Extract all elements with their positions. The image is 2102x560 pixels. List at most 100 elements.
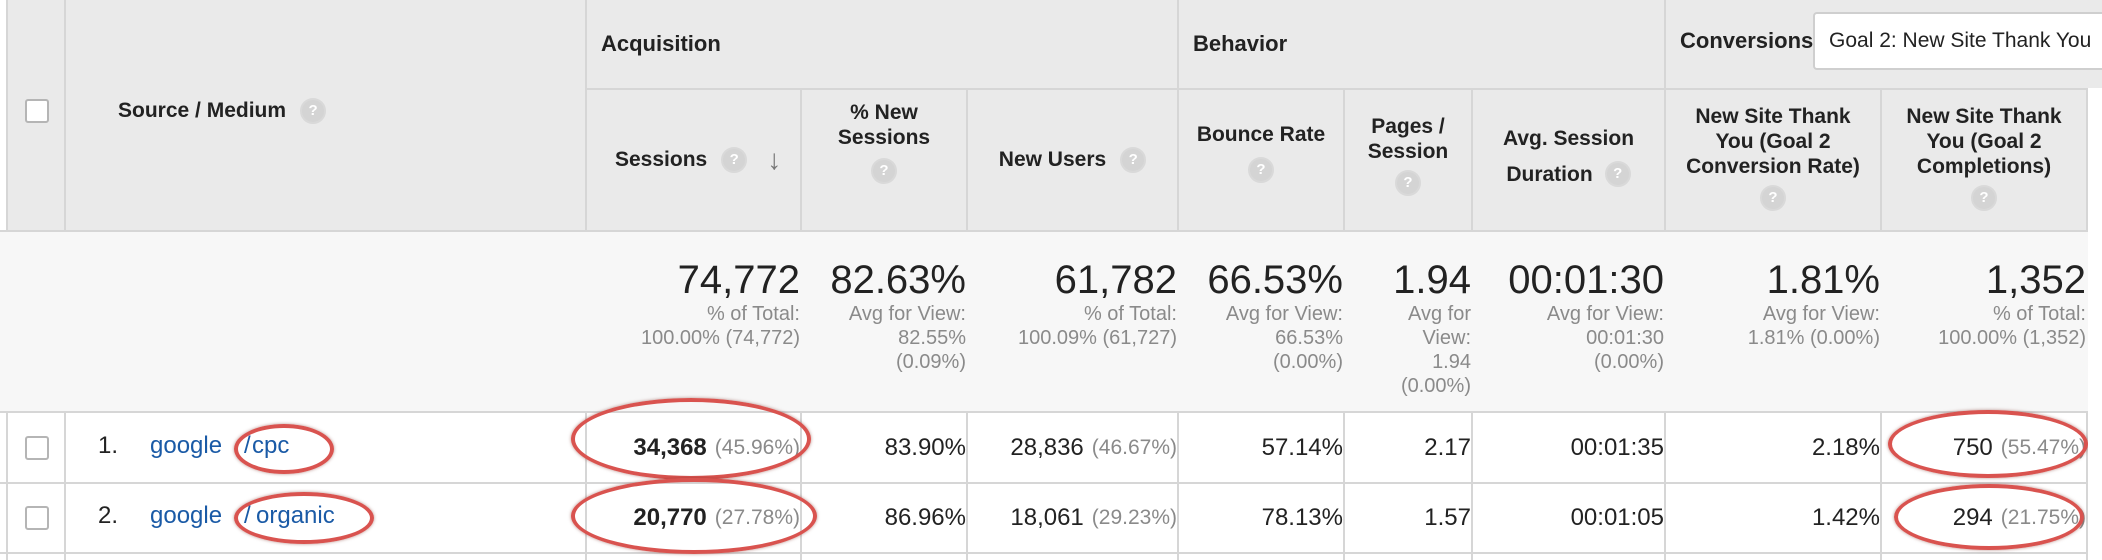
divider — [0, 482, 2102, 484]
total-caption: (0.00%) — [1593, 351, 1664, 373]
totals-row — [0, 232, 2102, 411]
total-caption: 1.94 — [1432, 351, 1471, 373]
conversion-rate-header-label: New Site Thank You (Goal 2 Conversion Ra… — [1686, 105, 1860, 178]
help-icon[interactable]: ? — [721, 147, 748, 173]
total-value: 1.81% — [1766, 258, 1880, 302]
right-edge — [2088, 88, 2102, 560]
new-sessions-header-label: % New Sessions — [837, 101, 931, 149]
new-users-cell: 18,061 (29.23%) — [968, 484, 1195, 552]
sessions-cell: 34,368 (45.96%) — [587, 413, 818, 482]
select-all-checkbox[interactable] — [25, 99, 49, 123]
bounce-rate-value: 57.14% — [1261, 433, 1343, 461]
bounce-rate-column-header[interactable]: Bounce Rate ? — [1179, 122, 1343, 183]
help-icon[interactable]: ? — [1604, 161, 1631, 187]
sessions-percent: (27.78%) — [714, 506, 800, 529]
completions-cell: 750 (55.47%) — [1882, 413, 2102, 482]
help-icon[interactable]: ? — [1120, 147, 1147, 173]
row-checkbox[interactable] — [25, 506, 49, 530]
total-value: 1,352 — [1985, 258, 2086, 302]
total-caption: 100.09% (61,727) — [1017, 327, 1177, 349]
total-caption: 100.00% (74,772) — [640, 327, 800, 349]
avg-session-duration-column-header[interactable]: Avg. Session Duration ? — [1473, 126, 1664, 187]
total-caption: Avg for View: — [1225, 303, 1343, 325]
sessions-value: 34,368 — [633, 433, 707, 461]
bounce-rate-header-label: Bounce Rate — [1196, 123, 1326, 146]
total-caption: (0.00%) — [1400, 375, 1471, 397]
conversion-rate-value: 1.42% — [1811, 504, 1880, 531]
row-checkbox[interactable] — [25, 436, 49, 460]
behavior-group-header: Behavior — [1179, 0, 1678, 88]
totals-pages-session: 1.94 Avg for View: 1.94 (0.00%) — [1345, 232, 1491, 398]
table-header — [0, 0, 2102, 232]
completions-column-header[interactable]: New Site Thank You (Goal 2 Completions) … — [1882, 104, 2086, 211]
row-index: 1. — [98, 432, 119, 459]
totals-sessions: 74,772 % of Total: 100.00% (74,772) — [587, 232, 820, 350]
goal-select-dropdown[interactable]: Goal 2: New Site Thank You — [1813, 12, 2102, 70]
acquisition-group-header: Acquisition — [587, 0, 1191, 88]
totals-new-sessions: 82.63% Avg for View: 82.55% (0.09%) — [802, 232, 986, 374]
new-users-value: 18,061 — [1010, 504, 1084, 531]
help-icon[interactable]: ? — [1971, 185, 1997, 211]
avg-duration-cell: 00:01:05 — [1473, 484, 1682, 552]
completions-percent: (55.47%) — [2000, 435, 2086, 459]
sessions-cell: 20,770 (27.78%) — [587, 484, 818, 552]
total-value: 82.63% — [830, 258, 966, 302]
sort-descending-icon[interactable]: ↓ — [767, 144, 782, 175]
separator: / — [244, 432, 251, 459]
sessions-value: 20,770 — [633, 504, 707, 531]
total-value: 1.94 — [1393, 258, 1471, 302]
pages-session-value: 1.57 — [1424, 504, 1471, 531]
new-users-column-header[interactable]: New Users ? — [968, 90, 1177, 230]
new-users-value: 28,836 — [1010, 433, 1084, 461]
total-caption: (0.09%) — [895, 351, 966, 373]
new-sessions-column-header[interactable]: % New Sessions ? — [802, 100, 966, 184]
avg-duration-cell: 00:01:35 — [1473, 413, 1682, 482]
medium-link[interactable]: cpc — [252, 432, 290, 459]
help-icon[interactable]: ? — [1395, 170, 1421, 196]
completions-header-label: New Site Thank You (Goal 2 Completions) — [1906, 105, 2062, 178]
total-caption: 00:01:30 — [1586, 327, 1664, 349]
new-sessions-value: 83.90% — [884, 433, 966, 461]
totals-new-users: 61,782 % of Total: 100.09% (61,727) — [968, 232, 1197, 350]
new-users-percent: (46.67%) — [1091, 435, 1177, 459]
conversion-rate-column-header[interactable]: New Site Thank You (Goal 2 Conversion Ra… — [1666, 104, 1880, 211]
conversions-label: Conversions — [1680, 28, 1814, 53]
avg-duration-value: 00:01:35 — [1570, 433, 1664, 461]
total-caption: 82.55% — [898, 327, 966, 349]
help-icon[interactable]: ? — [1760, 185, 1786, 211]
duration-header-label: Duration — [1506, 162, 1593, 186]
totals-completions: 1,352 % of Total: 100.00% (1,352) — [1882, 232, 2102, 350]
conversion-rate-cell: 2.18% — [1666, 413, 1898, 482]
source-link[interactable]: google — [150, 432, 223, 459]
help-icon[interactable]: ? — [1248, 157, 1274, 183]
total-caption: % of Total: — [706, 303, 800, 325]
new-users-percent: (29.23%) — [1091, 506, 1177, 529]
pages-session-column-header[interactable]: Pages / Session ? — [1345, 114, 1471, 196]
total-caption: View: — [1422, 327, 1471, 349]
completions-value: 750 — [1952, 433, 1993, 461]
bounce-rate-value: 78.13% — [1261, 504, 1343, 531]
help-icon[interactable]: ? — [300, 98, 327, 124]
new-users-cell: 28,836 (46.67%) — [968, 413, 1195, 482]
acquisition-label: Acquisition — [601, 31, 721, 56]
source-link[interactable]: google — [150, 502, 223, 529]
total-caption: % of Total: — [1083, 303, 1177, 325]
total-caption: 100.00% (1,352) — [1938, 327, 2086, 349]
total-value: 66.53% — [1207, 258, 1343, 302]
source-medium-label: Source / Medium — [118, 99, 287, 122]
totals-conversion-rate: 1.81% Avg for View: 1.81% (0.00%) — [1666, 232, 1900, 350]
total-caption: Avg for View: — [1546, 303, 1664, 325]
row-index: 2. — [98, 502, 119, 529]
source-medium-header[interactable]: Source / Medium ? — [118, 98, 327, 124]
total-value: 61,782 — [1054, 258, 1177, 302]
pages-session-cell: 2.17 — [1345, 413, 1489, 482]
total-caption: % of Total: — [1992, 303, 2086, 325]
sessions-header-label: Sessions — [615, 148, 708, 171]
help-icon[interactable]: ? — [871, 158, 897, 184]
divider — [0, 411, 2102, 413]
medium-link[interactable]: organic — [256, 502, 335, 529]
totals-avg-duration: 00:01:30 Avg for View: 00:01:30 (0.00%) — [1473, 232, 1684, 374]
bounce-rate-cell: 78.13% — [1179, 484, 1361, 552]
sessions-column-header[interactable]: Sessions ? ↓ — [587, 90, 800, 230]
